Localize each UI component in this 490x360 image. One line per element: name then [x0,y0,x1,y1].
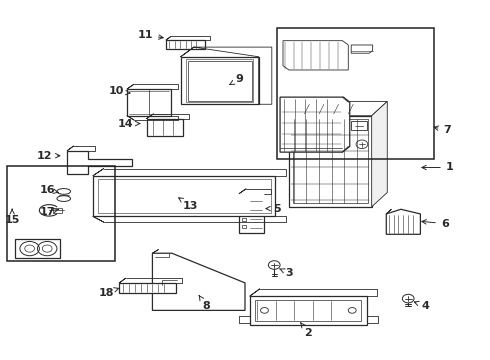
Text: 9: 9 [230,74,243,85]
Bar [98,179,271,213]
Text: 17: 17 [40,207,58,217]
Text: 16: 16 [40,185,58,195]
Polygon shape [250,296,367,325]
Bar [186,59,253,102]
Polygon shape [386,209,420,234]
Bar [242,225,246,228]
Text: 5: 5 [266,203,280,213]
Bar [255,300,361,321]
Polygon shape [280,97,350,152]
Polygon shape [152,253,245,310]
Text: 2: 2 [301,323,312,338]
Text: 4: 4 [415,301,429,311]
Text: 1: 1 [422,162,454,172]
Bar [242,210,246,214]
Polygon shape [181,57,259,104]
Polygon shape [372,102,387,207]
Polygon shape [127,89,171,116]
Bar [293,119,368,203]
Polygon shape [147,118,183,136]
Polygon shape [351,121,367,130]
Text: 12: 12 [37,151,60,161]
Polygon shape [283,41,348,70]
Polygon shape [166,40,205,49]
Bar [277,28,434,159]
Text: 8: 8 [199,296,210,311]
Text: 18: 18 [98,288,120,297]
Polygon shape [351,45,373,53]
Text: 3: 3 [280,268,293,278]
Polygon shape [119,283,176,293]
Polygon shape [93,176,275,216]
Text: 6: 6 [422,219,449,229]
Polygon shape [15,239,60,258]
Text: 14: 14 [118,118,140,129]
Bar [188,61,252,101]
Bar [242,217,246,221]
Bar [7,166,116,261]
Polygon shape [67,151,132,174]
Text: 10: 10 [108,86,130,96]
Polygon shape [289,102,387,116]
Text: 7: 7 [434,125,451,135]
Text: 15: 15 [4,209,20,225]
Bar [242,202,246,205]
Text: 13: 13 [179,198,198,211]
Text: 11: 11 [137,30,163,40]
Bar [52,207,62,213]
Polygon shape [289,116,372,207]
Polygon shape [239,194,265,233]
